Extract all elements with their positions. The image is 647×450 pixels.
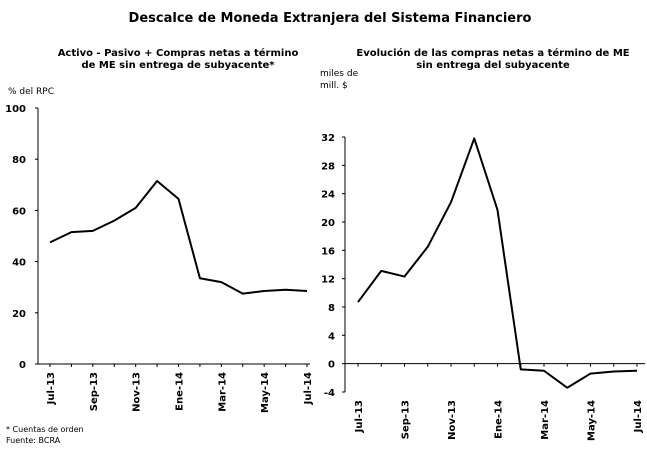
y-tick-label: 80 (12, 155, 26, 166)
y-tick-label: 16 (321, 246, 335, 257)
y-tick-label: 12 (321, 275, 335, 286)
page-title: Descalce de Moneda Extranjera del Sistem… (129, 11, 532, 26)
x-tick-label: Nov-13 (132, 372, 143, 412)
y-tick-label: 32 (321, 133, 335, 144)
y-tick-label: 8 (328, 303, 335, 314)
x-tick-label: Jul-14 (633, 400, 644, 433)
x-tick-label: Ene-14 (494, 400, 505, 439)
y-tick-label: 4 (328, 331, 335, 342)
y-tick-label: 60 (12, 206, 26, 217)
y-tick-label: -4 (324, 388, 335, 399)
y-tick-label: 40 (12, 258, 26, 269)
y-tick-label: 100 (5, 104, 26, 115)
x-tick-label: Jul-14 (303, 372, 314, 405)
x-tick-label: Mar-14 (540, 400, 551, 440)
y-tick-label: 0 (328, 360, 335, 371)
y-axis-label: % del RPC (8, 87, 54, 97)
x-tick-label: May-14 (260, 372, 271, 413)
chart-title: Activo - Pasivo + Compras netas a términ… (58, 47, 299, 71)
y-tick-label: 24 (321, 190, 335, 201)
x-tick-label: Nov-13 (447, 400, 458, 440)
x-tick-label: Sep-13 (89, 372, 100, 411)
chart-title: Evolución de las compras netas a término… (356, 47, 629, 71)
y-axis-label: miles de mill. $ (320, 69, 359, 91)
x-tick-label: Mar-14 (217, 372, 228, 412)
x-tick-label: Jul-13 (354, 400, 365, 433)
x-tick-label: Ene-14 (175, 372, 186, 411)
x-tick-label: Sep-13 (401, 400, 412, 439)
y-tick-label: 20 (321, 218, 335, 229)
x-tick-label: May-14 (587, 400, 598, 441)
data-line (357, 137, 638, 389)
y-tick-label: 20 (12, 309, 26, 320)
footnote: Fuente: BCRA (6, 436, 61, 445)
y-tick-label: 0 (19, 360, 26, 371)
footnote: * Cuentas de orden (6, 425, 84, 434)
y-tick-label: 28 (321, 161, 335, 172)
data-line (49, 179, 308, 295)
x-tick-label: Jul-13 (46, 372, 57, 405)
